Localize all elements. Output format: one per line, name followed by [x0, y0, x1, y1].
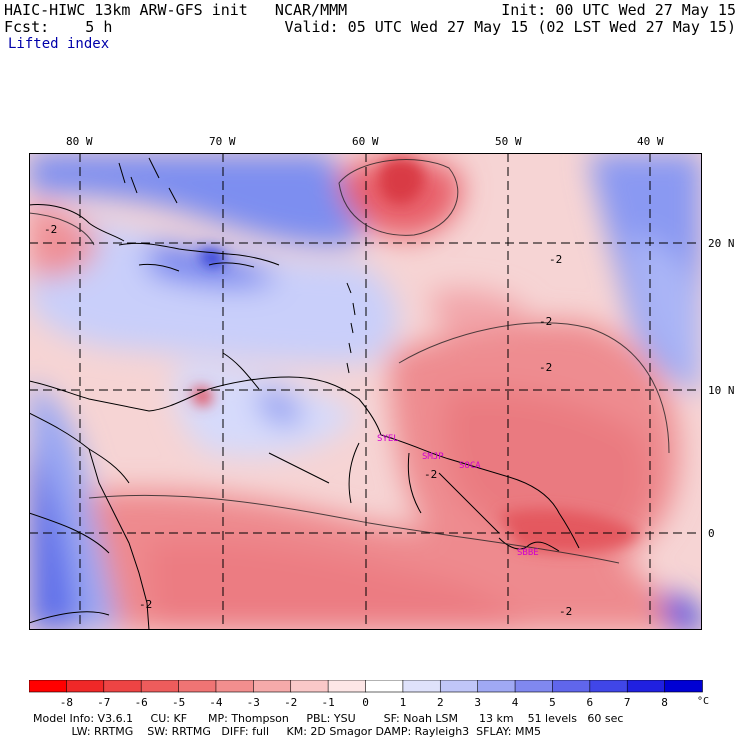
colorbar-cell [327, 680, 367, 693]
map-frame [29, 153, 702, 630]
colorbar-label: 2 [437, 696, 444, 709]
colorbar-label: 1 [400, 696, 407, 709]
colorbar-cell [66, 680, 105, 693]
colorbar-label: -3 [247, 696, 260, 709]
colorbar-cell [514, 680, 554, 693]
field-name: Lifted index [8, 36, 110, 52]
colorbar-label: -8 [60, 696, 73, 709]
colorbar-cell [402, 680, 442, 693]
contour-label: -2 [539, 315, 552, 328]
colorbar-label: 0 [362, 696, 369, 709]
colorbar-label: 6 [586, 696, 593, 709]
colorbar-unit: °C [697, 696, 709, 707]
station-soca: SOCA [459, 461, 481, 471]
lon-label-50w: 50 W [495, 135, 522, 148]
colorbar-label: 4 [512, 696, 519, 709]
lifted-index-map: -2 -2 -2 -2 -2 -2 -2 SYEL SMJP SOCA SBBE [29, 153, 702, 630]
colorbar-label: -6 [135, 696, 148, 709]
coastlines [29, 157, 580, 630]
colorbar-cell [552, 680, 591, 693]
model-info-line1: Model Info: V3.6.1 CU: KF MP: Thompson P… [33, 712, 624, 725]
contour-label: -2 [44, 223, 57, 236]
lat-label-eq: 0 [708, 527, 715, 540]
contour-label: -2 [559, 605, 572, 618]
contour-lines [29, 159, 670, 564]
colorbar-label: -1 [321, 696, 334, 709]
colorbar-label: 3 [474, 696, 481, 709]
contour-label: -2 [549, 253, 562, 266]
lon-label-70w: 70 W [209, 135, 236, 148]
model-info-line2: LW: RRTMG SW: RRTMG DIFF: full KM: 2D Sm… [33, 725, 541, 738]
lat-label-20n: 20 N [708, 237, 735, 250]
colorbar-cell [29, 680, 68, 693]
colorbar-cell [589, 680, 629, 693]
colorbar-label: 5 [549, 696, 556, 709]
contour-label: -2 [539, 361, 552, 374]
colorbar-label: -4 [209, 696, 223, 709]
colorbar-label: 7 [624, 696, 631, 709]
lon-label-60w: 60 W [352, 135, 379, 148]
field-detail [192, 157, 639, 553]
forecast-hour: Fcst: 5 h [4, 18, 113, 36]
colorbar-label: -7 [97, 696, 110, 709]
lon-label-40w: 40 W [637, 135, 664, 148]
colorbar-cell [103, 680, 142, 693]
colorbar-cell [626, 680, 666, 693]
lat-label-10n: 10 N [708, 384, 735, 397]
colorbar-label: 8 [661, 696, 668, 709]
station-syel: SYEL [377, 434, 399, 444]
field-shading [29, 153, 702, 630]
contour-label: -2 [424, 468, 437, 481]
lon-label-80w: 80 W [66, 135, 93, 148]
colorbar-cell [290, 680, 329, 693]
colorbar-cell [365, 680, 404, 693]
colorbar-cell [140, 680, 180, 693]
colorbar-cell [439, 680, 479, 693]
model-title: HAIC-HIWC 13km ARW-GFS init NCAR/MMM [4, 1, 348, 19]
station-sbbe: SBBE [517, 548, 539, 558]
contour-label: -2 [139, 598, 152, 611]
valid-time: Valid: 05 UTC Wed 27 May 15 (02 LST Wed … [284, 18, 736, 36]
colorbar-cell [215, 680, 255, 693]
colorbar-cell [664, 680, 703, 693]
colorbar-cell [253, 680, 292, 693]
colorbar-cell [178, 680, 217, 693]
station-smjp: SMJP [422, 452, 444, 462]
colorbar-cell [477, 680, 516, 693]
init-time: Init: 00 UTC Wed 27 May 15 [501, 1, 736, 19]
colorbar-label: -2 [284, 696, 297, 709]
colorbar-label: -5 [172, 696, 185, 709]
colorbar: -8 -7 -6 -5 -4 -3 -2 -1 0 1 2 3 4 5 6 7 8 °C [29, 680, 709, 709]
